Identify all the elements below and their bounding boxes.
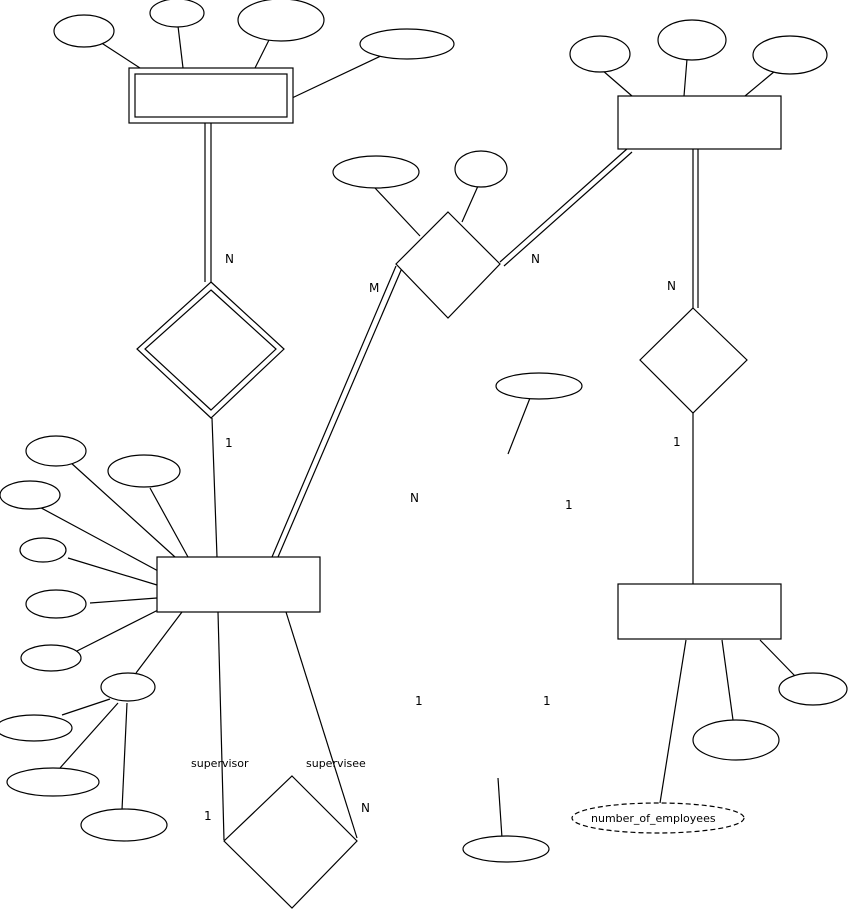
entity-top-right: [617, 95, 782, 150]
cardinality-label: N: [410, 491, 419, 505]
attribute-ellipse: [495, 372, 583, 400]
cardinality-label: 1: [565, 498, 573, 512]
attribute-ellipse: [80, 808, 168, 842]
attribute-ellipse: [25, 435, 87, 467]
relationship-right: [639, 307, 748, 414]
role-label-supervisor: supervisor: [191, 757, 249, 770]
attribute-ellipse: [692, 719, 780, 761]
attribute-ellipse: [359, 28, 455, 60]
cardinality-label: 1: [225, 436, 233, 450]
cardinality-label: N: [531, 252, 540, 266]
identifying-relationship: [136, 281, 285, 419]
attribute-ellipse: [454, 150, 508, 188]
cardinality-label: 1: [415, 694, 423, 708]
cardinality-label: M: [369, 281, 379, 295]
attribute-ellipse: [237, 0, 325, 42]
attribute-ellipse: [332, 155, 420, 189]
cardinality-label: N: [361, 801, 370, 815]
cardinality-label: N: [667, 279, 676, 293]
attribute-ellipse: [0, 480, 61, 510]
attribute-ellipse: [53, 14, 115, 48]
attribute-ellipse: [462, 835, 550, 863]
attribute-ellipse: [149, 0, 205, 28]
attribute-ellipse: [569, 35, 631, 73]
attribute-ellipse: [0, 714, 73, 742]
role-label-supervisee: supervisee: [306, 757, 366, 770]
attribute-ellipse: [20, 644, 82, 672]
derived-attribute-label: number_of_employees: [591, 812, 716, 825]
entity-bottom-right: [617, 583, 782, 640]
attribute-ellipse: [657, 19, 727, 61]
attribute-ellipse: [107, 454, 181, 488]
attributes: [0, 0, 848, 863]
cardinality-label: 1: [543, 694, 551, 708]
relationship-middle: [395, 211, 501, 319]
derived-attribute-ellipse: [571, 802, 745, 834]
entity-main: [156, 556, 321, 613]
attribute-ellipse: [778, 672, 848, 706]
composite-attribute-ellipse: [100, 672, 156, 702]
attribute-ellipse: [19, 537, 67, 563]
connectors: [31, 25, 796, 841]
recursive-relationship: [223, 775, 358, 909]
attribute-ellipse: [25, 589, 87, 619]
cardinality-label: N: [225, 252, 234, 266]
attribute-ellipse: [752, 35, 828, 75]
attribute-ellipse: [6, 767, 100, 797]
weak-entity-top-left: [128, 67, 294, 124]
cardinality-label: 1: [204, 809, 212, 823]
cardinality-label: 1: [673, 435, 681, 449]
